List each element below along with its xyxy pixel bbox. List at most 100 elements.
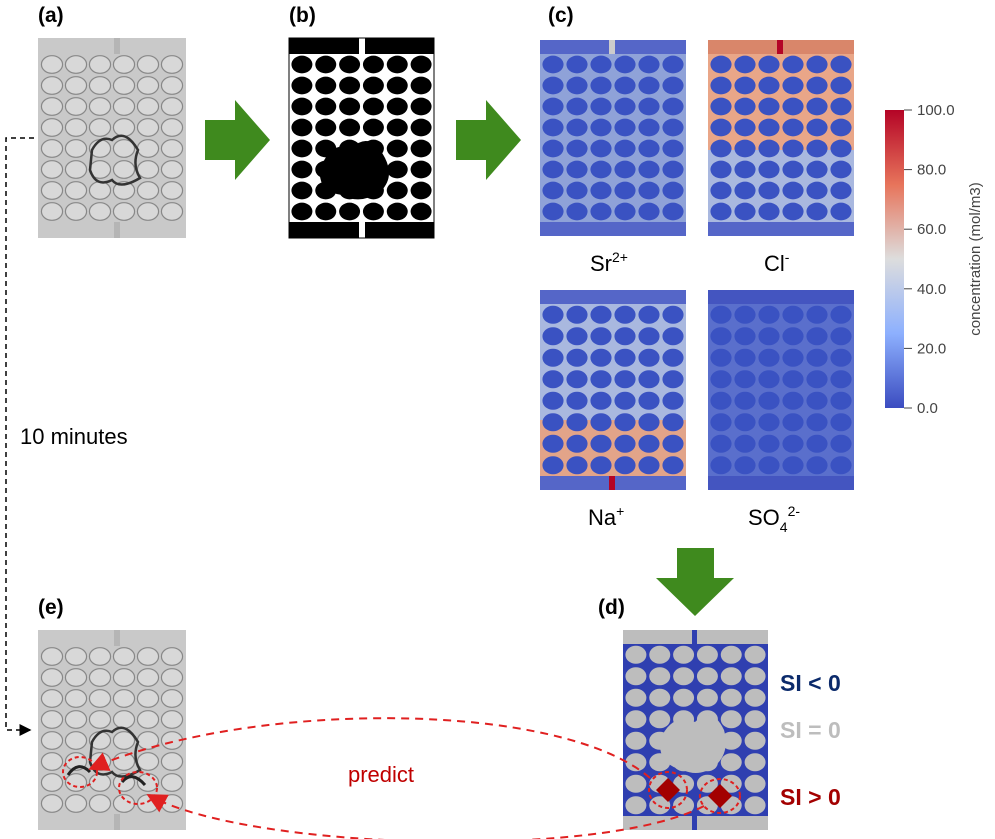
pillar — [64, 160, 88, 179]
pillar — [720, 667, 742, 686]
pillar — [566, 348, 588, 367]
pillar — [64, 139, 88, 158]
pillar — [638, 181, 660, 200]
pillar — [386, 181, 408, 200]
si-below-label: SI < 0 — [780, 670, 841, 696]
pillar — [590, 370, 612, 389]
pillar — [649, 645, 671, 664]
pillar — [673, 796, 695, 815]
pillar — [40, 76, 64, 95]
pillar — [638, 55, 660, 74]
pillar — [758, 76, 780, 95]
pillar — [590, 348, 612, 367]
pillar — [542, 139, 564, 158]
pillar — [291, 139, 313, 158]
pillar — [614, 97, 636, 116]
pillar — [386, 160, 408, 179]
pillar — [64, 76, 88, 95]
pillar — [566, 139, 588, 158]
ion-label-sr: Sr2+ — [590, 249, 628, 276]
pillar — [315, 55, 337, 74]
pillar — [160, 689, 184, 708]
pillar — [542, 327, 564, 346]
pillar — [112, 668, 136, 687]
pillar — [758, 181, 780, 200]
pillar — [315, 97, 337, 116]
pillar — [339, 55, 361, 74]
pillar — [782, 370, 804, 389]
pillar — [830, 76, 852, 95]
pillar — [638, 456, 660, 475]
micrograph-e — [38, 630, 186, 830]
pillar — [542, 97, 564, 116]
pillar — [806, 305, 828, 324]
predict-link-upper — [88, 717, 651, 779]
pillar — [710, 305, 732, 324]
pillar — [291, 160, 313, 179]
pillar — [40, 202, 64, 221]
pillar — [88, 181, 112, 200]
pillar — [710, 181, 732, 200]
pillar — [662, 370, 684, 389]
pillar — [614, 181, 636, 200]
pillar — [315, 118, 337, 137]
conc-map-so4 — [708, 290, 854, 490]
pillar — [638, 434, 660, 453]
pillar — [542, 348, 564, 367]
pillar — [40, 731, 64, 750]
pillar — [696, 796, 718, 815]
pillar — [758, 160, 780, 179]
pillar — [566, 391, 588, 410]
pillar — [614, 55, 636, 74]
pillar — [315, 76, 337, 95]
pillar — [88, 97, 112, 116]
pillar — [88, 710, 112, 729]
pillar — [744, 753, 766, 772]
pillar — [614, 413, 636, 432]
pillar — [734, 160, 756, 179]
pillar — [830, 97, 852, 116]
binary-mask-b — [288, 37, 435, 239]
pillar — [542, 55, 564, 74]
pillar — [806, 160, 828, 179]
pillar — [638, 160, 660, 179]
pillar — [782, 76, 804, 95]
pillar — [782, 327, 804, 346]
pillar — [649, 710, 671, 729]
pillar — [614, 118, 636, 137]
pillar — [830, 370, 852, 389]
pillar — [806, 391, 828, 410]
flow-arrow-c-to-d — [656, 548, 734, 616]
pillar — [662, 76, 684, 95]
pillar — [112, 139, 136, 158]
pillar — [734, 434, 756, 453]
pillar — [64, 202, 88, 221]
pillar — [782, 97, 804, 116]
pillar — [710, 327, 732, 346]
pillar — [649, 667, 671, 686]
pillar — [614, 202, 636, 221]
colorbar — [885, 110, 904, 408]
pillar — [710, 97, 732, 116]
pillar — [625, 753, 647, 772]
pillar — [136, 710, 160, 729]
pillar — [638, 118, 660, 137]
pillar — [112, 752, 136, 771]
pillar — [112, 689, 136, 708]
pillar — [88, 668, 112, 687]
pillar — [744, 774, 766, 793]
pillar — [160, 647, 184, 666]
pillar — [112, 202, 136, 221]
pillar — [830, 391, 852, 410]
pillar — [720, 731, 742, 750]
pillar — [696, 688, 718, 707]
pillar — [806, 76, 828, 95]
flow-arrow-b-to-c — [456, 100, 521, 180]
pillar — [614, 391, 636, 410]
pillar — [410, 160, 432, 179]
colorbar-tick-label: 100.0 — [917, 102, 955, 119]
pillar — [386, 118, 408, 137]
pillar — [40, 647, 64, 666]
pillar — [649, 688, 671, 707]
pillar — [830, 413, 852, 432]
